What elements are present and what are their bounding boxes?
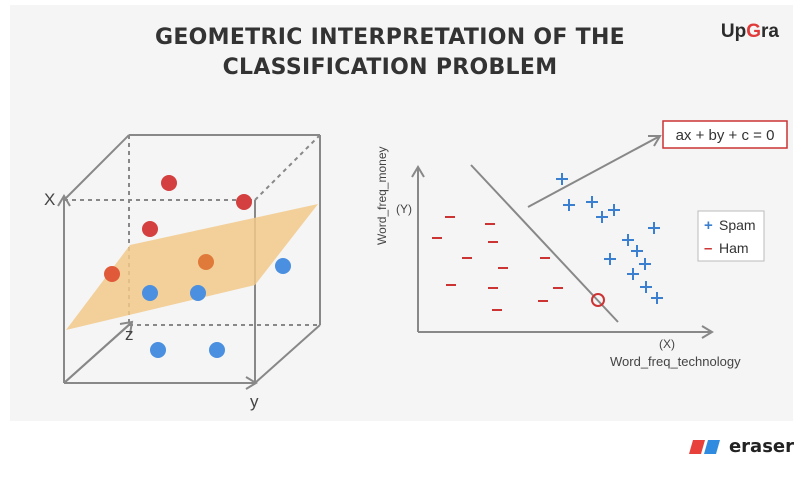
slide-title: GEOMETRIC INTERPRETATION OF THE CLASSIFI… <box>70 23 710 83</box>
title-line-2: CLASSIFICATION PROBLEM <box>222 55 558 80</box>
legend-ham-label: Ham <box>719 240 749 256</box>
legend-ham-symbol: – <box>704 240 712 257</box>
equation-arrowhead <box>648 135 662 147</box>
plot-y-symbol: (Y) <box>396 202 412 216</box>
equation-text: ax + by + c = 0 <box>676 127 775 144</box>
spam-mark <box>639 258 651 270</box>
z-axis-line <box>63 321 133 384</box>
decision-boundary-line <box>470 164 619 323</box>
spam-points <box>556 173 663 304</box>
brand-logo: UpGra <box>720 21 779 42</box>
slide: GEOMETRIC INTERPRETATION OF THE CLASSIFI… <box>10 5 793 421</box>
separating-plane <box>66 204 318 330</box>
red-point <box>104 266 120 282</box>
equation-arrow <box>527 135 661 208</box>
spam-mark <box>631 245 643 257</box>
cube-points <box>104 175 291 358</box>
blue-point <box>142 285 158 301</box>
plot-y-label: Word_freq_money <box>375 147 389 246</box>
plot-x-arrow <box>701 325 714 339</box>
cube-x-label: X <box>44 190 55 209</box>
plot-x-label: Word_freq_technology <box>610 354 741 369</box>
eraser-watermark: eraser <box>688 436 794 457</box>
title-line-1: GEOMETRIC INTERPRETATION OF THE <box>154 25 626 50</box>
cube-edge-hidden <box>254 134 321 201</box>
legend-spam-symbol: + <box>704 217 713 234</box>
spam-mark <box>651 292 663 304</box>
y-axis-arrow <box>245 376 258 390</box>
spam-mark <box>604 253 616 265</box>
spam-mark <box>563 199 575 211</box>
legend-box <box>697 210 765 262</box>
blue-point <box>150 342 166 358</box>
spam-mark <box>586 196 598 208</box>
plot-2d <box>411 135 714 339</box>
orange-point <box>198 254 214 270</box>
spam-mark <box>627 268 639 280</box>
spam-mark <box>556 173 568 185</box>
eraser-logo-icon <box>688 439 720 454</box>
cube-diagram <box>57 134 321 390</box>
blue-point <box>209 342 225 358</box>
cube-edge <box>63 134 130 201</box>
red-point <box>236 194 252 210</box>
plot-y-arrow <box>411 165 425 178</box>
spam-mark <box>608 204 620 216</box>
equation-box <box>662 120 788 149</box>
blue-point <box>190 285 206 301</box>
cube-edge <box>254 324 321 384</box>
ham-points <box>432 216 563 311</box>
eraser-wordmark: eraser <box>728 436 794 457</box>
spam-mark <box>648 222 660 234</box>
spam-mark <box>640 281 652 293</box>
cube-y-label: y <box>250 392 259 411</box>
spam-mark <box>596 211 608 223</box>
red-point <box>161 175 177 191</box>
x-axis-arrow <box>57 194 71 207</box>
spam-mark <box>622 234 634 246</box>
z-axis-arrow <box>119 320 134 335</box>
plot-x-symbol: (X) <box>659 337 675 351</box>
red-point <box>142 221 158 237</box>
misclassified-point <box>591 293 605 307</box>
blue-point <box>275 258 291 274</box>
legend-spam-label: Spam <box>719 217 756 233</box>
cube-z-label: z <box>125 325 134 344</box>
